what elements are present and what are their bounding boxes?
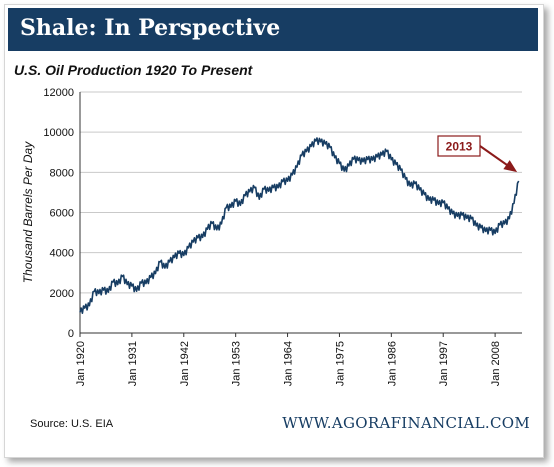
source-note: Source: U.S. EIA [30, 418, 114, 430]
x-tick-label: Jan 1986 [386, 341, 398, 386]
annotation-2013: 2013 [437, 135, 518, 173]
x-tick-labels: Jan 1920 Jan 1931 Jan 1942 Jan 1953 Jan 1964… [75, 333, 502, 386]
y-tick-label: 12000 [43, 87, 74, 99]
y-tick-label: 2000 [50, 288, 74, 300]
y-tick-label: 4000 [50, 248, 74, 260]
x-tick-label: Jan 1942 [179, 341, 191, 386]
grid-lines [79, 91, 522, 334]
series-line [79, 137, 520, 314]
y-tick-labels: 0 2000 4000 6000 8000 10000 12000 [43, 87, 74, 340]
chart-frame [4, 4, 544, 458]
y-tick-label: 10000 [43, 127, 74, 139]
annotation-arrowhead [503, 160, 518, 173]
y-tick-label: 8000 [50, 167, 74, 179]
x-tick-label: Jan 1975 [334, 341, 346, 386]
x-tick-label: Jan 1964 [283, 341, 295, 386]
y-axis-title: Thousand Barrels Per Day [21, 141, 35, 283]
x-tick-label: Jan 1931 [127, 341, 139, 386]
title-banner: Shale: In Perspective [8, 8, 538, 51]
annotation-label: 2013 [446, 140, 473, 154]
y-tick-label: 0 [68, 328, 74, 340]
y-tick-label: 6000 [50, 208, 74, 220]
chart-title: U.S. Oil Production 1920 To Present [14, 62, 253, 78]
x-tick-label: Jan 2008 [490, 341, 502, 386]
x-tick-label: Jan 1953 [231, 341, 243, 386]
x-tick-label: Jan 1997 [438, 341, 450, 386]
x-tick-label: Jan 1920 [75, 341, 87, 386]
banner-title: Shale: In Perspective [20, 15, 281, 41]
site-url: WWW.AGORAFINANCIAL.COM [282, 414, 530, 432]
